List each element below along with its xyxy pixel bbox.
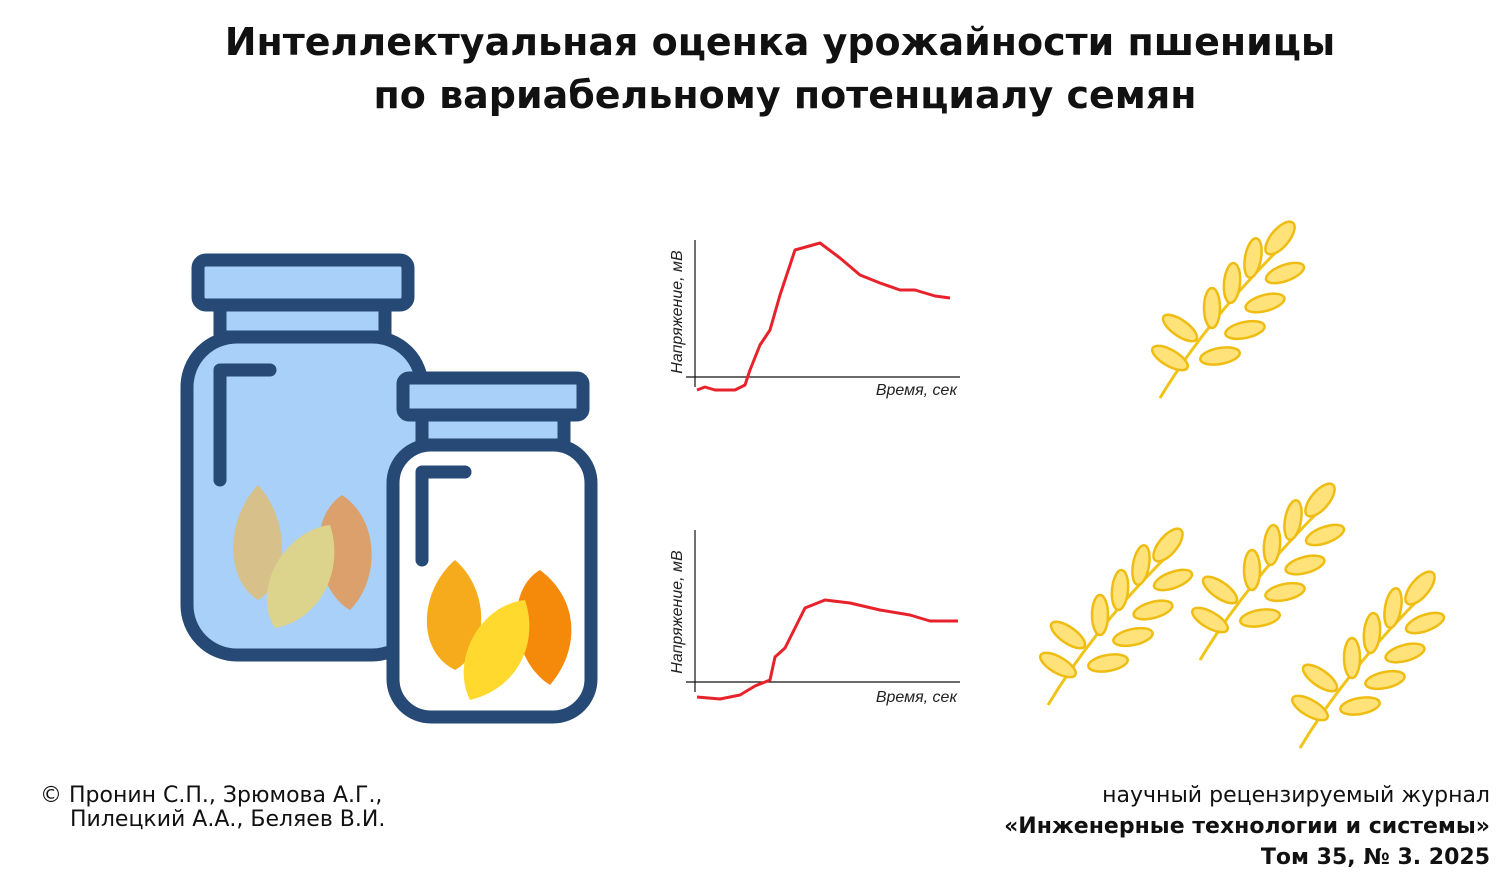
y-axis-label: Напряжение, мВ <box>669 550 686 674</box>
journal: научный рецензируемый журнал <box>1102 783 1490 808</box>
x-axis-label: Время, сек <box>876 689 959 706</box>
x-axis-label: Время, сек <box>876 382 959 399</box>
title-line: по вариабельному потенциалу семян <box>373 73 1196 117</box>
y-axis-label: Напряжение, мВ <box>669 250 686 374</box>
title-line: Интеллектуальная оценка урожайности пшен… <box>225 20 1336 64</box>
journal: «Инженерные технологии и системы» <box>1004 814 1490 839</box>
authors: © Пронин С.П., Зрюмова А.Г., <box>40 783 382 808</box>
small-jar <box>386 371 598 724</box>
journal: Том 35, № 3. 2025 <box>1261 845 1490 870</box>
authors: Пилецкий А.А., Беляев В.И. <box>70 807 385 832</box>
chart: Время, сек Напряжение, мВ <box>669 530 960 706</box>
big-jar <box>180 253 429 662</box>
wheat-icons <box>1035 215 1449 750</box>
chart: Время, сек Напряжение, мВ <box>669 240 960 399</box>
